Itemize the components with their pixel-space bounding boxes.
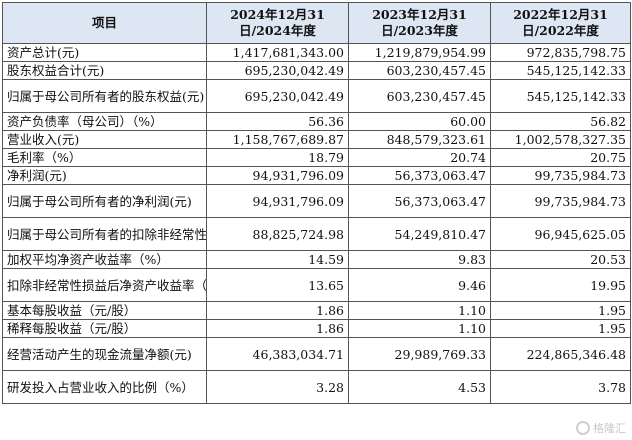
- table-row: 毛利率（%） 18.79 20.74 20.75: [2, 148, 631, 167]
- header-2022: 2022年12月31日/2022年度: [490, 2, 631, 44]
- value-2023: 4.53: [348, 370, 491, 404]
- value-2023: 848,579,323.61: [348, 130, 491, 149]
- row-label: 营业收入(元): [2, 130, 207, 149]
- value-2022: 99,735,984.73: [490, 166, 631, 185]
- row-label: 资产负债率（母公司）（%）: [2, 112, 207, 131]
- row-label: 归属于母公司所有者的股东权益(元): [2, 79, 207, 113]
- table-body: 资产总计(元) 1,417,681,343.00 1,219,879,954.99 9…: [2, 43, 631, 404]
- row-label: 扣除非经常性损益后净资产收益率（%）: [2, 268, 207, 302]
- value-2024: 695,230,042.49: [206, 79, 349, 113]
- row-label: 稀释每股收益（元/股）: [2, 319, 207, 338]
- value-2024: 94,931,796.09: [206, 166, 349, 185]
- value-2022: 19.95: [490, 268, 631, 302]
- value-2023: 29,989,769.33: [348, 337, 491, 371]
- table-row: 经营活动产生的现金流量净额(元) 46,383,034.71 29,989,769.…: [2, 337, 631, 371]
- value-2022: 972,835,798.75: [490, 43, 631, 62]
- table-row: 资产总计(元) 1,417,681,343.00 1,219,879,954.99 9…: [2, 43, 631, 62]
- value-2023: 20.74: [348, 148, 491, 167]
- table-row: 基本每股收益（元/股） 1.86 1.10 1.95: [2, 301, 631, 320]
- value-2022: 56.82: [490, 112, 631, 131]
- value-2023: 603,230,457.45: [348, 79, 491, 113]
- value-2022: 20.53: [490, 250, 631, 269]
- value-2022: 20.75: [490, 148, 631, 167]
- row-label: 股东权益合计(元): [2, 61, 207, 80]
- value-2024: 13.65: [206, 268, 349, 302]
- value-2022: 224,865,346.48: [490, 337, 631, 371]
- value-2023: 9.83: [348, 250, 491, 269]
- value-2024: 18.79: [206, 148, 349, 167]
- value-2023: 54,249,810.47: [348, 217, 491, 251]
- row-label: 归属于母公司所有者的净利润(元): [2, 184, 207, 218]
- table-row: 营业收入(元) 1,158,767,689.87 848,579,323.61 1,0…: [2, 130, 631, 149]
- value-2023: 56,373,063.47: [348, 166, 491, 185]
- row-label: 资产总计(元): [2, 43, 207, 62]
- table-row: 稀释每股收益（元/股） 1.86 1.10 1.95: [2, 319, 631, 338]
- row-label: 加权平均净资产收益率（%）: [2, 250, 207, 269]
- table-header-row: 项目 2024年12月31日/2024年度 2023年12月31日/2023年度…: [2, 2, 631, 44]
- value-2024: 1,417,681,343.00: [206, 43, 349, 62]
- row-label: 净利润(元): [2, 166, 207, 185]
- value-2023: 60.00: [348, 112, 491, 131]
- financial-summary-table: 项目 2024年12月31日/2024年度 2023年12月31日/2023年度…: [2, 2, 631, 404]
- value-2024: 56.36: [206, 112, 349, 131]
- table-row: 研发投入占营业收入的比例（%） 3.28 4.53 3.78: [2, 370, 631, 404]
- value-2023: 9.46: [348, 268, 491, 302]
- table-row: 股东权益合计(元) 695,230,042.49 603,230,457.45 545…: [2, 61, 631, 80]
- value-2024: 14.59: [206, 250, 349, 269]
- value-2024: 88,825,724.98: [206, 217, 349, 251]
- value-2023: 603,230,457.45: [348, 61, 491, 80]
- value-2022: 1.95: [490, 301, 631, 320]
- table-row: 加权平均净资产收益率（%） 14.59 9.83 20.53: [2, 250, 631, 269]
- row-label: 经营活动产生的现金流量净额(元): [2, 337, 207, 371]
- row-label: 归属于母公司所有者的扣除非经常性损益后的净利润(元): [2, 217, 207, 251]
- value-2022: 1.95: [490, 319, 631, 338]
- header-2024: 2024年12月31日/2024年度: [206, 2, 349, 44]
- value-2024: 46,383,034.71: [206, 337, 349, 371]
- header-item: 项目: [2, 2, 207, 44]
- watermark-text: 格隆汇: [593, 422, 626, 435]
- table-row: 资产负债率（母公司）（%） 56.36 60.00 56.82: [2, 112, 631, 131]
- value-2023: 56,373,063.47: [348, 184, 491, 218]
- table-row: 归属于母公司所有者的股东权益(元) 695,230,042.49 603,230,4…: [2, 79, 631, 113]
- table-row: 归属于母公司所有者的净利润(元) 94,931,796.09 56,373,063.…: [2, 184, 631, 218]
- table-row: 净利润(元) 94,931,796.09 56,373,063.47 99,735,9…: [2, 166, 631, 185]
- value-2023: 1.10: [348, 301, 491, 320]
- value-2023: 1,219,879,954.99: [348, 43, 491, 62]
- row-label: 研发投入占营业收入的比例（%）: [2, 370, 207, 404]
- value-2022: 1,002,578,327.35: [490, 130, 631, 149]
- value-2022: 545,125,142.33: [490, 79, 631, 113]
- watermark: 格隆汇: [576, 420, 626, 436]
- value-2022: 99,735,984.73: [490, 184, 631, 218]
- row-label: 毛利率（%）: [2, 148, 207, 167]
- value-2022: 545,125,142.33: [490, 61, 631, 80]
- value-2024: 94,931,796.09: [206, 184, 349, 218]
- table-row: 归属于母公司所有者的扣除非经常性损益后的净利润(元)88,825,724.985…: [2, 217, 631, 251]
- value-2024: 1.86: [206, 319, 349, 338]
- value-2023: 1.10: [348, 319, 491, 338]
- value-2022: 3.78: [490, 370, 631, 404]
- value-2024: 3.28: [206, 370, 349, 404]
- value-2024: 1,158,767,689.87: [206, 130, 349, 149]
- value-2024: 1.86: [206, 301, 349, 320]
- gelonghui-logo-icon: [576, 421, 590, 435]
- value-2022: 96,945,625.05: [490, 217, 631, 251]
- header-2023: 2023年12月31日/2023年度: [348, 2, 491, 44]
- row-label: 基本每股收益（元/股）: [2, 301, 207, 320]
- value-2024: 695,230,042.49: [206, 61, 349, 80]
